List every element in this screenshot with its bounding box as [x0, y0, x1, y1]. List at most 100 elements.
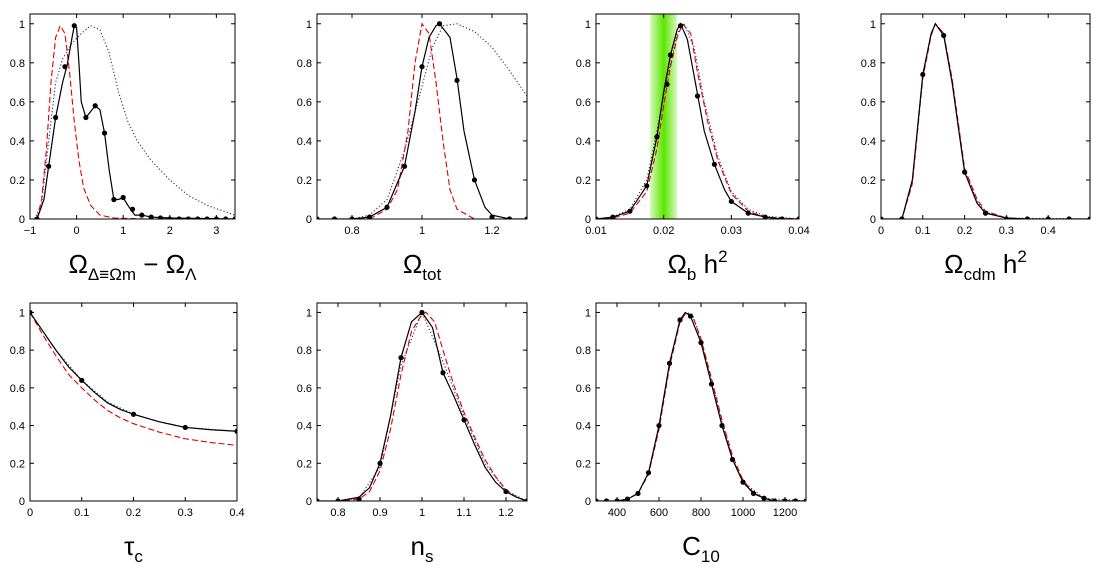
- x-tick-label: 0.9: [372, 507, 387, 519]
- x-tick-label: 1.1: [456, 507, 471, 519]
- data-point: [111, 196, 117, 203]
- x-tick-label: 400: [608, 507, 626, 519]
- y-tick-label: 0.2: [10, 175, 25, 187]
- data-point: [803, 498, 806, 501]
- data-point: [157, 215, 164, 219]
- x-tick-label: 600: [650, 507, 668, 519]
- data-point: [708, 381, 715, 387]
- y-tick-label: 1: [19, 19, 25, 31]
- solid-curve: [881, 22, 1090, 219]
- data-point: [1066, 216, 1072, 219]
- y-tick-label: 0.4: [576, 421, 591, 433]
- x-tick-label: 1200: [773, 507, 797, 519]
- data-point: [223, 216, 229, 219]
- y-tick-label: 0.6: [297, 383, 312, 395]
- data-point: [79, 377, 85, 383]
- x-tick-label: 0.4: [229, 507, 244, 519]
- data-point: [506, 216, 513, 219]
- x-axis-label: ΩΔ≡Ω​m​ − ΩΛ​: [68, 249, 197, 284]
- dotted-curve: [351, 23, 527, 219]
- dashed-curve: [369, 22, 492, 219]
- data-point: [129, 206, 136, 212]
- y-tick-label: 0.4: [10, 421, 25, 433]
- dotted-curve: [596, 22, 799, 219]
- data-point: [982, 210, 989, 216]
- data-point: [366, 214, 373, 219]
- y-tick-label: 0: [306, 496, 312, 508]
- data-point: [596, 216, 599, 219]
- panel-omega-b-h2: 0.01 0.02 0.03 0.04 0 0.2 0.4 0.6 0.8 1 Ωb​ h2​: [576, 13, 810, 284]
- data-point: [176, 216, 182, 219]
- data-point: [666, 360, 673, 366]
- axes-frame: [29, 13, 236, 220]
- data-point: [524, 216, 527, 219]
- data-point: [881, 216, 884, 219]
- panel-tau-c: 0 0.1 0.2 0.3 0.4 0 0.2 0.4 0.6 0.8 1 τc​: [10, 302, 245, 566]
- solid-curve: [30, 312, 237, 432]
- y-tick-label: 0.6: [576, 97, 591, 109]
- data-point: [195, 216, 201, 219]
- axes-frame: [880, 13, 1091, 220]
- data-point: [377, 460, 383, 466]
- data-point: [667, 52, 674, 58]
- data-point: [920, 71, 926, 78]
- y-tick-label: 0.4: [297, 421, 312, 433]
- y-tick-label: 0.2: [297, 175, 312, 187]
- data-point: [317, 498, 320, 501]
- axes-frame: [595, 302, 807, 502]
- x-tick-label: 0.03: [721, 225, 742, 237]
- x-tick-label: 0.02: [653, 225, 674, 237]
- y-tick-label: 0.4: [10, 136, 25, 148]
- data-point: [698, 340, 704, 346]
- x-axis-label: Ωcdm​ h2​: [944, 247, 1027, 284]
- data-point: [610, 214, 616, 219]
- data-point: [139, 212, 145, 218]
- axes-frame: [29, 302, 238, 502]
- data-point: [719, 422, 725, 429]
- data-point: [148, 214, 154, 219]
- data-point: [656, 422, 662, 429]
- panel-omega-tot: 0.8 1 1.2 0 0.2 0.4 0.6 0.8 1 Ωtot​: [297, 13, 528, 284]
- y-tick-label: 0: [306, 214, 312, 226]
- x-axis-label: τc​: [124, 531, 143, 566]
- x-tick-label: 0.1: [915, 225, 930, 237]
- data-point: [603, 498, 610, 501]
- data-point: [596, 498, 599, 501]
- x-tick-label: 0.1: [74, 507, 89, 519]
- y-tick-label: 0.6: [297, 97, 312, 109]
- axes-frame: [316, 302, 528, 502]
- data-point: [664, 81, 670, 87]
- x-tick-label: 1000: [731, 507, 755, 519]
- data-point: [728, 198, 734, 205]
- x-tick-label: 0: [27, 507, 33, 519]
- y-tick-label: 1: [306, 19, 312, 31]
- x-tick-label: 3: [213, 225, 219, 237]
- data-point: [34, 216, 40, 219]
- axes-frame: [316, 13, 528, 220]
- x-tick-label: 1.2: [498, 507, 513, 519]
- data-point: [762, 214, 768, 219]
- y-tick-label: 0.2: [576, 175, 591, 187]
- y-tick-label: 0.4: [861, 136, 876, 148]
- data-point: [941, 32, 947, 39]
- data-point: [83, 114, 89, 121]
- y-tick-label: 0.4: [576, 136, 591, 148]
- data-point: [624, 496, 631, 501]
- x-tick-label: 800: [692, 507, 710, 519]
- data-point: [401, 163, 408, 169]
- data-point: [204, 216, 210, 219]
- data-point: [384, 204, 390, 210]
- data-point: [627, 208, 633, 214]
- data-point: [471, 177, 478, 183]
- y-tick-label: 0: [585, 496, 591, 508]
- panel-omega-cdm-h2: 0 0.1 0.2 0.3 0.4 0 0.2 0.4 0.6 0.8 1 Ωcdm​ h2​: [861, 13, 1091, 284]
- data-point: [461, 417, 467, 423]
- y-tick-label: 0.4: [297, 136, 312, 148]
- data-point: [130, 411, 137, 417]
- x-tick-label: 0.01: [585, 225, 606, 237]
- data-point: [419, 64, 425, 70]
- data-point: [745, 210, 751, 216]
- y-tick-label: 0.8: [297, 345, 312, 357]
- data-point: [677, 23, 684, 29]
- data-point: [687, 313, 694, 319]
